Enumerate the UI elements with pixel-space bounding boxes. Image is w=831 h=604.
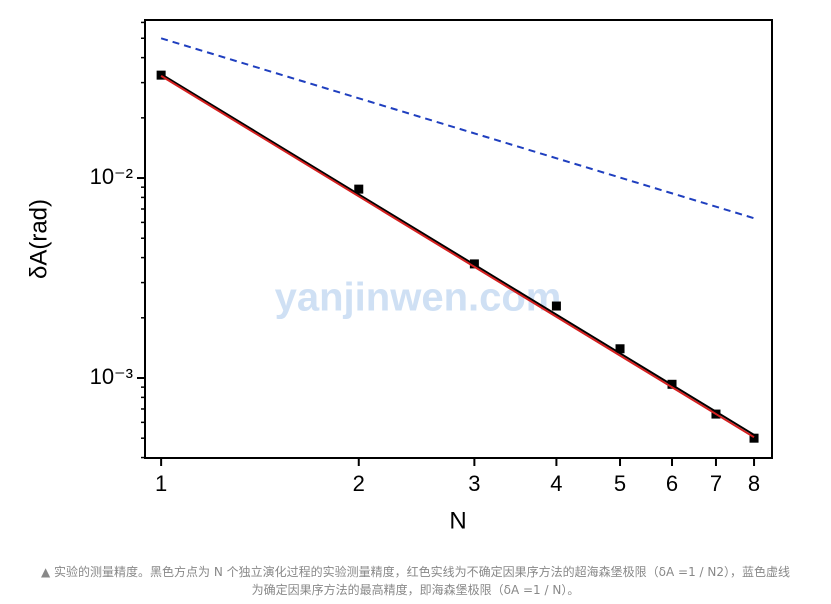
x-tick-label: 5 (614, 471, 626, 496)
x-tick-label: 7 (710, 471, 722, 496)
y-axis-label: δA(rad) (25, 199, 52, 279)
y-tick-label: 10⁻³ (90, 364, 133, 389)
caption-line: ▲ 实验的测量精度。黑色方点为 N 个独立演化过程的实验测量精度，红色实线为不确… (41, 565, 790, 579)
data-point (551, 301, 561, 311)
x-tick-label: 2 (353, 471, 365, 496)
line-series (160, 73, 755, 436)
caption-line: 为确定因果序方法的最高精度，即海森堡极限（δA =1 / N）。 (251, 583, 580, 597)
data-point (615, 344, 625, 354)
y-tick-label: 10⁻² (90, 164, 133, 189)
plot-frame (144, 19, 773, 459)
data-point (749, 433, 759, 443)
x-tick-label: 4 (550, 471, 562, 496)
x-tick-label: 1 (155, 471, 167, 496)
data-point (354, 184, 364, 194)
line-series (160, 37, 755, 220)
x-axis-label: N (449, 507, 466, 534)
x-tick-label: 6 (666, 471, 678, 496)
chart: δA(rad) N yanjinwen.com 10⁻² 10⁻³ 1 2 3 4 5 6 7 8 (25, 19, 773, 534)
line-series (160, 75, 755, 439)
x-tick-label: 3 (468, 471, 480, 496)
x-tick-label: 8 (748, 471, 760, 496)
watermark: yanjinwen.com (275, 276, 562, 320)
